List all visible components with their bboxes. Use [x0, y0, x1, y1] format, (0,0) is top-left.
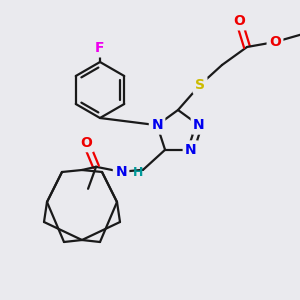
Text: H: H [133, 166, 143, 179]
Text: N: N [193, 118, 205, 132]
Text: O: O [233, 14, 245, 28]
Text: F: F [95, 41, 105, 55]
Text: O: O [80, 136, 92, 150]
Text: N: N [115, 165, 127, 179]
Text: O: O [80, 136, 92, 150]
Text: O: O [269, 35, 281, 49]
Text: O: O [269, 35, 281, 49]
Text: N: N [151, 118, 163, 132]
Text: N: N [151, 118, 163, 132]
Text: S: S [195, 78, 205, 92]
Text: N: N [185, 143, 197, 157]
Text: N: N [185, 143, 197, 157]
Text: O: O [233, 14, 245, 28]
Text: F: F [95, 41, 105, 55]
Text: N: N [193, 118, 205, 132]
Text: S: S [195, 78, 205, 92]
Text: N: N [115, 165, 127, 179]
